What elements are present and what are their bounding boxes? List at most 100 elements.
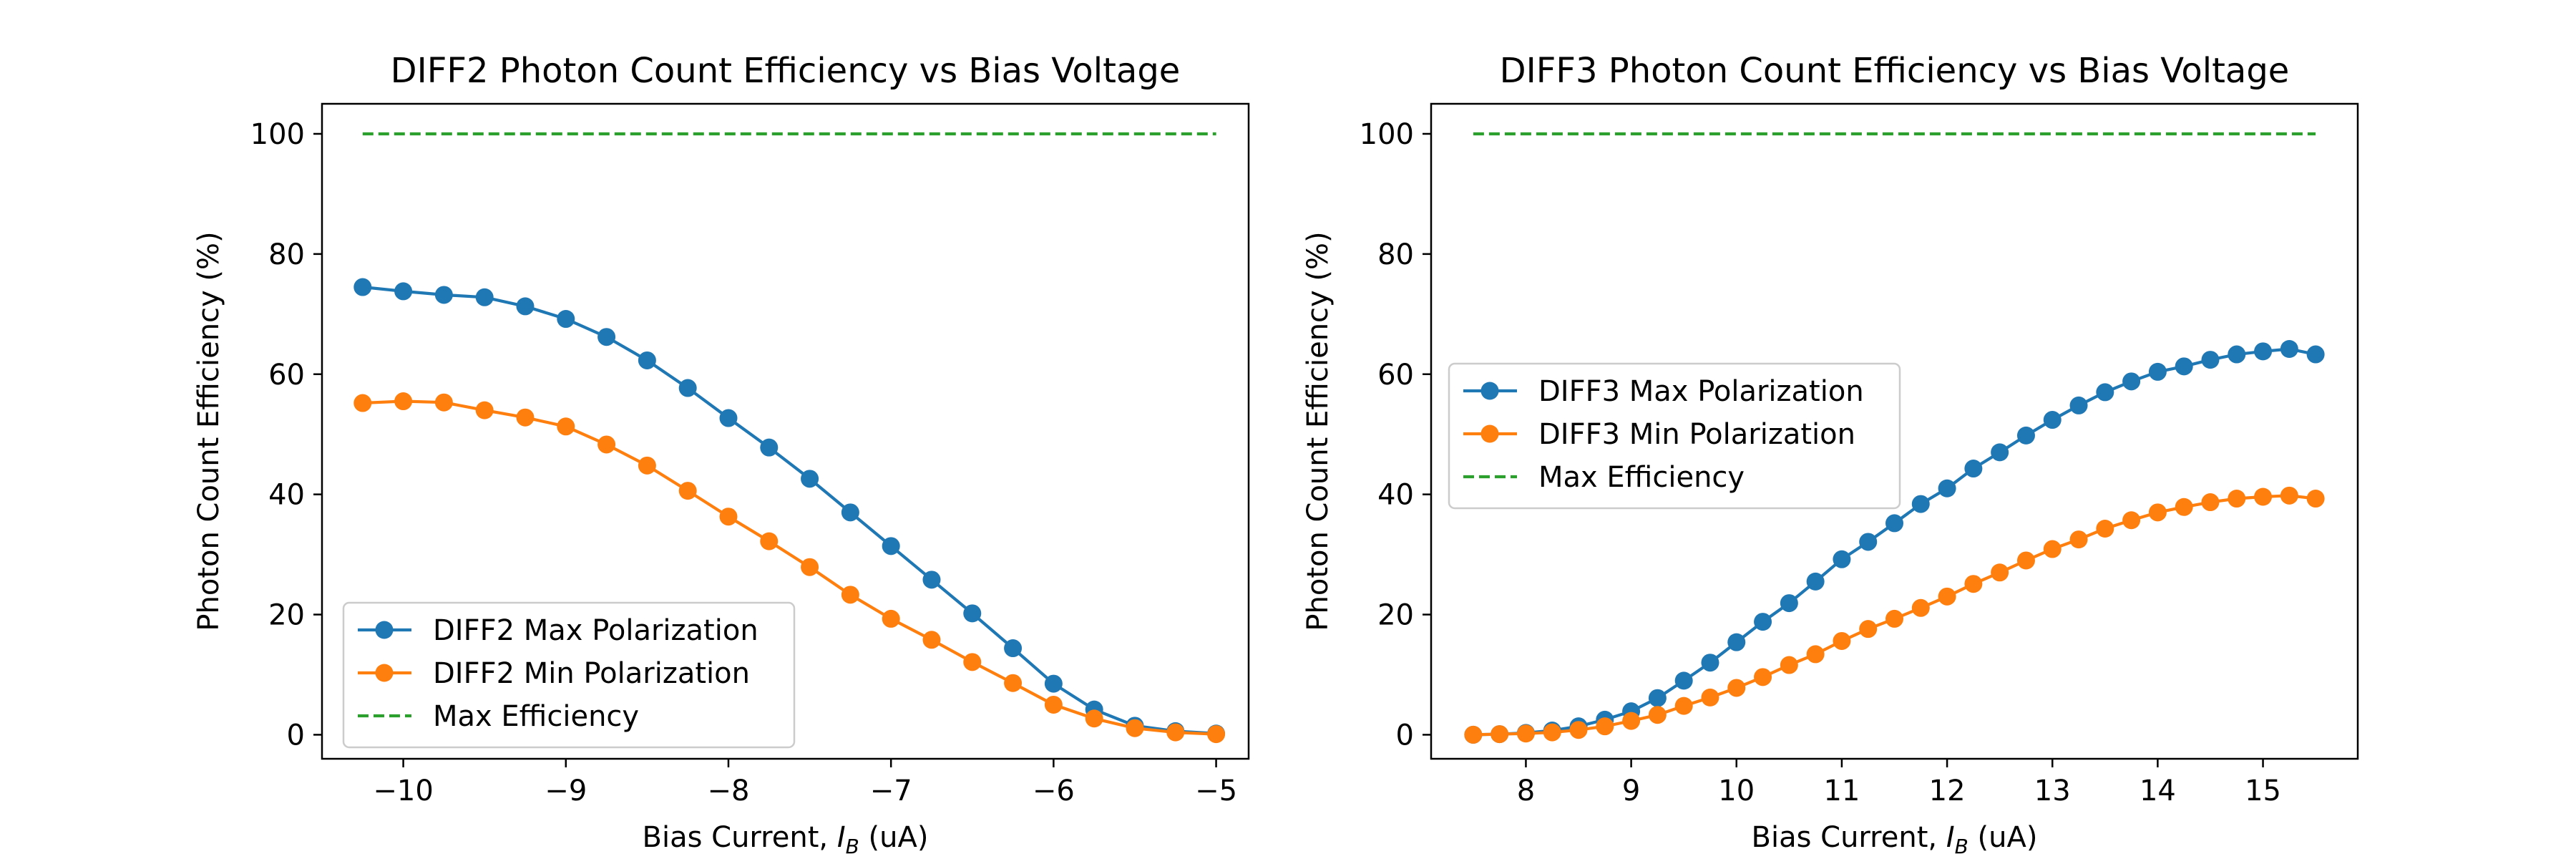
data-point [2122,511,2141,530]
data-point [719,508,738,526]
y-tick-label: 60 [1377,359,1414,392]
data-point [1491,725,1509,744]
y-tick-label: 40 [1377,479,1414,512]
data-point [2016,551,2035,570]
legend-entry: Max Efficiency [1463,461,1745,494]
data-point [1648,689,1667,707]
data-point [1754,613,1772,631]
legend-label: DIFF2 Max Polarization [433,614,758,647]
data-point [841,586,859,604]
data-point [1674,697,1693,715]
y-tick-label: 80 [268,238,305,271]
legend-entry: DIFF2 Min Polarization [358,657,750,690]
legend-box [342,601,796,749]
legend: DIFF2 Max Polarization DIFF2 Min Polariza… [342,601,796,749]
data-point [1727,633,1746,651]
data-point [1166,723,1185,742]
x-tick-label: 12 [1929,775,1966,807]
data-point [963,604,982,623]
data-point [557,310,575,329]
y-axis-label: Photon Count Efficiency (%) [1302,231,1335,631]
data-point [1596,717,1614,736]
data-point [1648,706,1667,724]
data-point [638,456,656,475]
legend-marker [1480,424,1499,443]
data-point [1754,668,1772,686]
data-point [1833,550,1851,568]
chart-title: DIFF2 Photon Count Efficiency vs Bias Vo… [391,51,1181,91]
data-point [922,571,941,589]
data-point [1701,654,1719,672]
data-point [638,351,656,369]
data-point [1885,609,1903,628]
y-tick-label: 0 [287,719,305,752]
data-point [1991,563,2009,582]
series-line [362,399,1216,736]
y-tick-label: 100 [1360,118,1414,151]
chart-title: DIFF3 Photon Count Efficiency vs Bias Vo… [1500,51,2290,91]
data-point [1044,695,1063,714]
series-2 [1464,486,2325,744]
x-tick-label: 14 [2140,775,2176,807]
data-point [2280,486,2298,505]
data-point [1464,725,1483,744]
data-point [1126,719,1144,737]
data-point [1004,639,1023,658]
plot-frame [321,102,1250,760]
y-tick-label: 80 [1377,238,1414,271]
data-point [760,438,779,457]
data-point [2175,498,2193,516]
x-tick-label: −8 [707,775,749,807]
legend-marker [1480,382,1499,400]
data-point [2069,396,2088,414]
legend-entry: DIFF3 Min Polarization [1463,418,1855,451]
data-point [678,482,697,500]
data-point [1885,514,1903,533]
data-point [922,631,941,649]
legend-entry: DIFF2 Max Polarization [358,614,758,647]
data-point [1964,460,1983,478]
data-point [1938,587,1956,606]
y-tick-label: 100 [250,118,305,151]
data-point [2201,493,2220,512]
legend: DIFF3 Max Polarization DIFF3 Min Polariza… [1448,362,1901,510]
series-1 [353,278,1226,743]
data-point [963,653,982,671]
data-point [2306,490,2325,508]
data-point [2016,426,2035,445]
legend-entry: DIFF3 Max Polarization [1463,375,1864,408]
data-point [434,393,453,412]
data-point [516,297,535,316]
data-point [2254,487,2273,506]
chart-panel-1: −10 −9 −8 −7 −6 −5 0 20 40 60 80 100 DIFF2 Photon Co… [192,51,1250,858]
data-point [434,286,453,304]
data-point [1859,620,1878,639]
data-point [597,435,616,454]
legend-label: Max Efficiency [433,700,639,733]
data-point [1044,674,1063,693]
x-tick-label: −9 [545,775,587,807]
data-point [2069,530,2088,549]
y-tick-label: 40 [268,479,305,512]
x-axis-label: Bias Current, IB (uA) [643,821,929,858]
data-point [678,379,697,397]
plot-frame [1430,102,2359,760]
data-point [475,401,494,419]
data-point [1938,479,1956,498]
data-point [516,408,535,427]
data-point [353,394,372,412]
data-point [1543,723,1561,742]
data-point [1806,645,1825,664]
legend-label: DIFF3 Max Polarization [1538,375,1864,408]
data-point [2306,345,2325,364]
y-axis-label: Photon Count Efficiency (%) [192,231,225,631]
y-tick-label: 20 [268,599,305,632]
legend-marker [375,664,394,682]
legend-label: Max Efficiency [1538,461,1745,494]
legend-label: DIFF3 Min Polarization [1538,418,1855,451]
data-point [1911,598,1930,617]
data-point [2043,540,2062,558]
chart-panel-2: 8 9 10 11 12 13 14 15 0 20 40 60 80 100 DIFF3 Photon C… [1302,51,2359,858]
data-point [1004,674,1023,692]
